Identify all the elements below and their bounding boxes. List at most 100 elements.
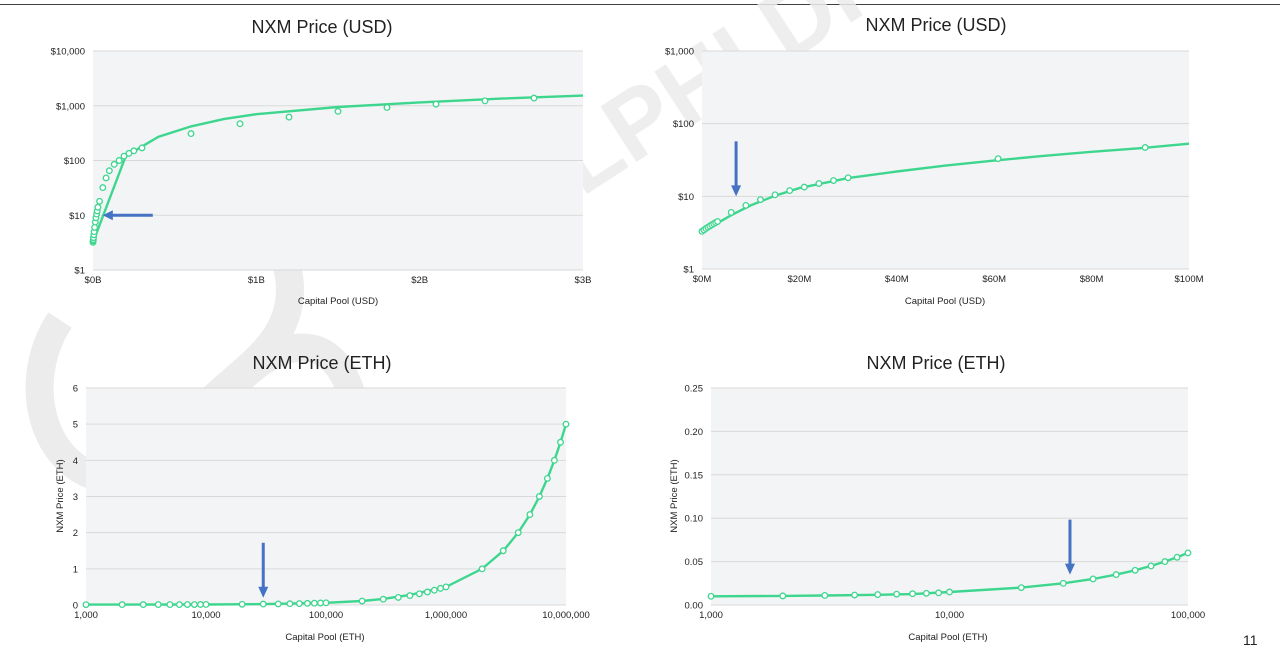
data-point	[138, 144, 146, 152]
y-tick-label: 1	[73, 564, 78, 575]
x-tick-label: $0B	[85, 275, 102, 286]
data-point	[415, 590, 423, 598]
x-tick-label: 1,000	[699, 610, 723, 621]
data-point	[406, 592, 414, 600]
data-point	[727, 209, 735, 216]
data-point	[1161, 558, 1169, 566]
data-point	[714, 218, 722, 225]
data-point	[1089, 575, 1097, 583]
data-point	[394, 593, 402, 601]
y-tick-label: $10	[69, 211, 85, 222]
top-divider	[0, 4, 1280, 5]
y-tick-label: 5	[73, 420, 78, 431]
data-point	[922, 589, 930, 597]
data-point	[202, 601, 210, 608]
y-axis-label: NXM Price (ETH)	[55, 459, 66, 532]
data-point	[322, 599, 330, 607]
arrow-head	[258, 586, 269, 598]
y-tick-label: $1	[74, 266, 85, 277]
data-point	[543, 474, 551, 482]
data-point	[707, 592, 715, 600]
data-point	[1017, 584, 1025, 592]
x-tick-label: $80M	[1080, 274, 1104, 285]
data-point	[259, 600, 267, 608]
data-point	[442, 583, 450, 591]
data-point	[358, 597, 366, 605]
data-point	[994, 155, 1002, 163]
y-tick-label: 3	[73, 492, 78, 503]
data-point	[935, 589, 943, 597]
x-axis-label: Capital Pool (ETH)	[908, 632, 987, 643]
x-tick-label: 10,000	[935, 610, 964, 621]
annotation-arrow	[102, 210, 153, 221]
data-point	[187, 130, 195, 138]
data-point	[115, 157, 123, 164]
x-tick-label: $2B	[411, 275, 428, 286]
data-point	[562, 420, 570, 428]
y-tick-label: 0.10	[685, 514, 704, 525]
y-tick-label: 0	[73, 601, 78, 612]
data-point	[423, 588, 431, 596]
y-tick-label: 0.25	[685, 384, 704, 395]
data-point	[1059, 579, 1067, 587]
data-point	[514, 529, 522, 537]
data-point	[771, 191, 779, 199]
y-tick-label: $1,000	[665, 47, 694, 58]
data-point	[183, 601, 191, 608]
data-point	[478, 565, 486, 573]
data-point	[303, 599, 311, 607]
data-point	[909, 590, 917, 598]
data-point	[481, 97, 489, 105]
y-axis-label: NXM Price (ETH)	[669, 459, 680, 532]
chart-title: NXM Price (ETH)	[253, 353, 392, 373]
arrow-head	[102, 210, 113, 221]
data-point	[236, 120, 244, 128]
data-point	[102, 174, 110, 182]
data-point	[175, 601, 183, 609]
data-point	[82, 601, 90, 609]
annotation-arrow	[1064, 519, 1075, 575]
data-point	[383, 104, 391, 111]
y-tick-label: 0.20	[685, 427, 704, 438]
data-point	[432, 100, 440, 108]
data-point	[1173, 553, 1181, 561]
y-tick-label: $10	[678, 192, 694, 203]
data-point	[779, 592, 787, 600]
data-point	[154, 601, 162, 609]
data-point	[530, 94, 538, 102]
data-point	[379, 595, 387, 603]
data-point	[1184, 549, 1192, 557]
y-tick-label: $1	[683, 265, 694, 276]
x-tick-label: $20M	[788, 274, 812, 285]
data-point	[274, 600, 282, 608]
data-point	[786, 187, 794, 195]
arrow-head	[1064, 563, 1075, 575]
data-point	[1131, 566, 1139, 574]
x-axis-label: Capital Pool (USD)	[298, 296, 378, 307]
data-point	[334, 107, 342, 115]
chart-title: NXM Price (USD)	[865, 15, 1006, 35]
x-tick-label: $1B	[248, 275, 265, 286]
plot-area	[711, 388, 1188, 605]
data-point	[557, 438, 564, 446]
x-tick-label: $100M	[1174, 274, 1203, 285]
y-tick-label: $100	[64, 156, 85, 167]
data-point	[430, 586, 438, 594]
chart-title: NXM Price (USD)	[251, 17, 392, 37]
data-point	[120, 152, 128, 160]
data-point	[286, 600, 294, 608]
x-tick-label: 100,000	[1171, 610, 1205, 621]
data-point	[1141, 144, 1149, 151]
annotation-arrow	[731, 141, 742, 197]
data-point	[499, 547, 507, 555]
data-point	[550, 456, 558, 464]
data-point	[94, 203, 102, 211]
x-tick-label: 1,000,000	[425, 610, 467, 621]
data-point	[105, 167, 113, 175]
data-point	[535, 493, 543, 500]
data-point	[96, 197, 103, 205]
y-tick-label: 6	[73, 384, 78, 395]
data-point	[756, 196, 764, 204]
